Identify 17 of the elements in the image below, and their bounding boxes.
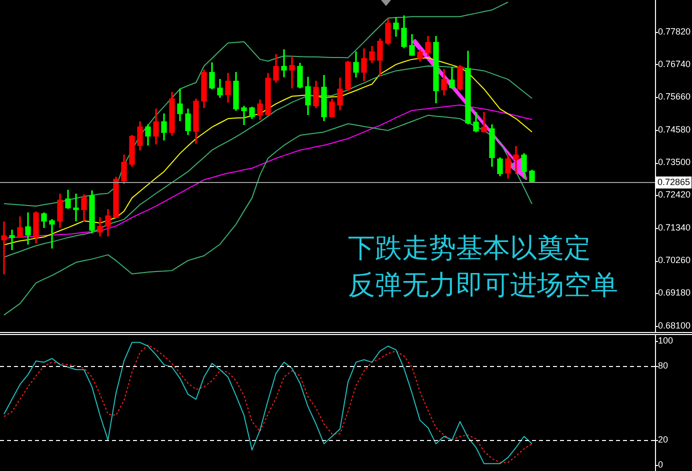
y-tick-label: 0 xyxy=(658,459,664,470)
y-tick-label: 0.76740 xyxy=(658,58,691,69)
y-tick-label: 0.70260 xyxy=(658,255,691,266)
ref-line-label: 0.72865 xyxy=(658,176,690,187)
y-tick-label: 0.77820 xyxy=(658,26,691,36)
y-tick-label: 0.75660 xyxy=(658,92,691,102)
y-tick-label: 0.69180 xyxy=(658,288,691,298)
y-tick-label: 80 xyxy=(658,360,668,370)
y-tick-label: 0.74580 xyxy=(658,124,691,134)
y-tick-label: 20 xyxy=(658,434,668,445)
y-tick-label: 0.71340 xyxy=(658,222,691,232)
y-tick-label: 0.73500 xyxy=(658,157,691,168)
annotation: 下跌走势基本以奠定 xyxy=(348,232,592,266)
y-tick-label: 100 xyxy=(658,336,674,346)
annotation: 反弹无力即可进场空单 xyxy=(348,269,618,303)
y-tick-label: 0.68100 xyxy=(658,320,691,330)
y-tick-label: 0.72420 xyxy=(658,190,691,200)
